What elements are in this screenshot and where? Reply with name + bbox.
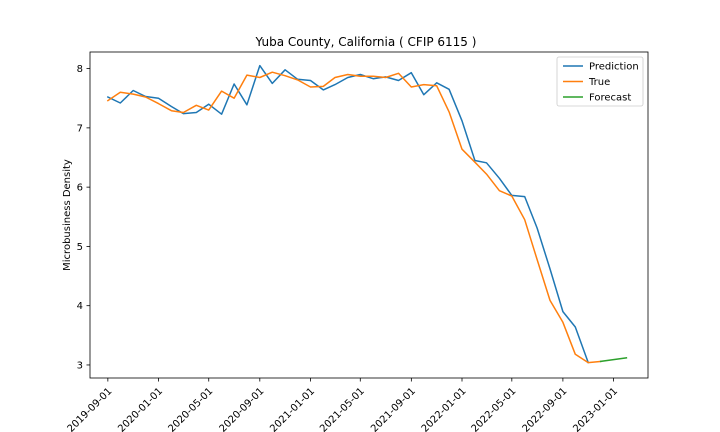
series-line-forecast: [599, 356, 628, 363]
y-tick-label: 8: [77, 64, 83, 75]
y-tick-label: 6: [77, 183, 83, 194]
axes-frame: [89, 51, 649, 379]
y-tick-label: 4: [77, 301, 83, 312]
legend-box: [556, 56, 644, 107]
chart-title: Yuba County, California ( CFIP 6115 ): [255, 35, 477, 49]
y-tick-label: 7: [77, 123, 83, 134]
series-line-prediction: [106, 64, 590, 364]
legend: Prediction True Forecast: [556, 56, 644, 107]
y-tick-label: 3: [77, 360, 83, 371]
series-line-true: [106, 71, 602, 364]
y-axis-label: Microbusiness Density: [62, 159, 73, 271]
legend-label-true: True: [588, 77, 610, 88]
legend-label-prediction: Prediction: [589, 62, 639, 73]
plot-area: [106, 64, 628, 364]
y-tick-label: 5: [77, 242, 83, 253]
legend-label-forecast: Forecast: [589, 93, 631, 104]
